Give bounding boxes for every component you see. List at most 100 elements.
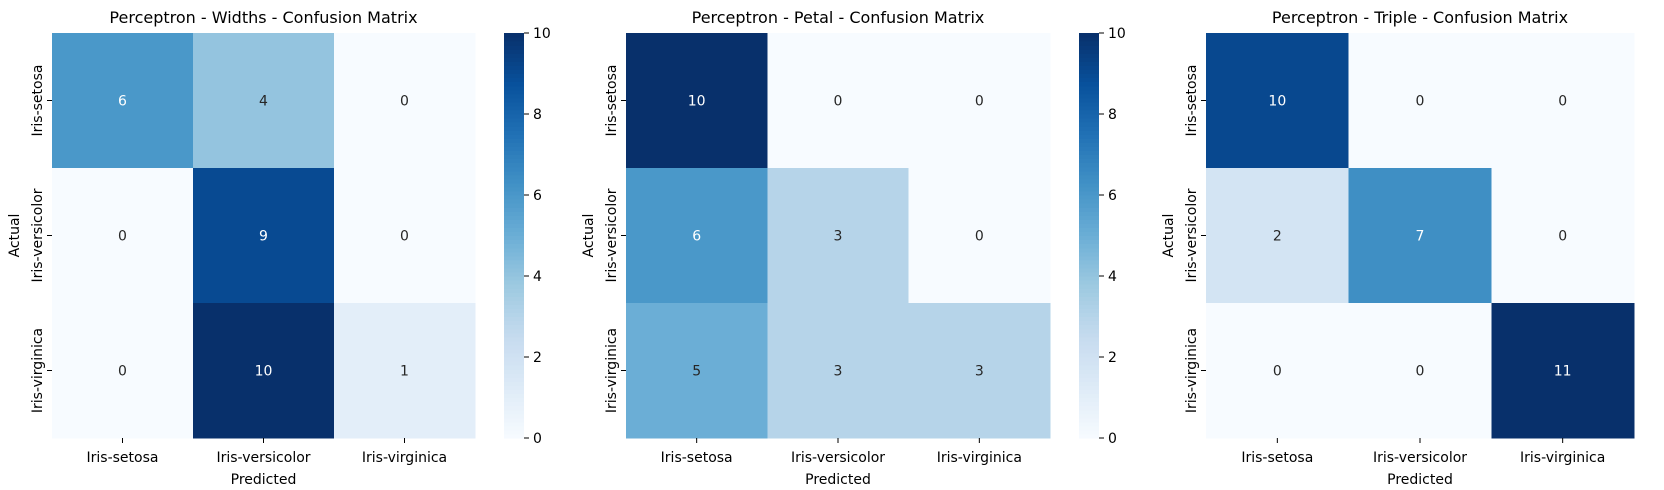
colorbar-segment bbox=[504, 239, 524, 245]
x-axis-label: Predicted bbox=[231, 472, 297, 488]
colorbar-segment bbox=[1079, 373, 1099, 378]
colorbar-segment bbox=[1079, 174, 1099, 180]
colorbar-segment bbox=[504, 158, 524, 164]
cell-value-label: 10 bbox=[255, 364, 273, 380]
colorbar-segment bbox=[1079, 320, 1099, 326]
colorbar-segment bbox=[1079, 134, 1099, 139]
colorbar-segment bbox=[504, 203, 524, 208]
colorbar-segment bbox=[504, 73, 524, 79]
heatmap-cell bbox=[626, 33, 768, 169]
colorbar-segment bbox=[1079, 178, 1099, 184]
cell-value-label: 2 bbox=[1273, 229, 1282, 245]
colorbar-segment bbox=[504, 154, 524, 160]
colorbar-segment bbox=[1079, 77, 1099, 83]
cell-value-label: 3 bbox=[975, 364, 984, 380]
cell-value-label: 5 bbox=[692, 364, 701, 380]
colorbar-segment bbox=[1079, 211, 1099, 216]
colorbar-segment bbox=[1079, 170, 1099, 176]
colorbar-segment bbox=[504, 393, 524, 399]
colorbar-segment bbox=[504, 312, 524, 318]
colorbar-segment bbox=[504, 292, 524, 297]
colorbar-segment bbox=[1079, 344, 1099, 350]
colorbar-segment bbox=[504, 397, 524, 403]
colorbar-segment bbox=[504, 389, 524, 395]
cell-value-label: 0 bbox=[975, 94, 984, 110]
colorbar-segment bbox=[1079, 276, 1099, 281]
heatmap-cell bbox=[193, 168, 335, 304]
colorbar-segment bbox=[504, 336, 524, 342]
colorbar-tick-label: 0 bbox=[1108, 431, 1117, 447]
colorbar-segment bbox=[1079, 195, 1099, 200]
x-axis-label: Predicted bbox=[1387, 472, 1453, 488]
colorbar-tick-label: 0 bbox=[533, 431, 542, 447]
cell-value-label: 0 bbox=[118, 364, 127, 380]
colorbar-segment bbox=[1079, 393, 1099, 399]
colorbar-segment bbox=[1079, 158, 1099, 164]
colorbar-segment bbox=[504, 243, 524, 249]
colorbar-segment bbox=[1079, 122, 1099, 127]
y-tick-label: Iris-virginica bbox=[604, 328, 620, 413]
colorbar-segment bbox=[504, 361, 524, 366]
colorbar-segment bbox=[1079, 114, 1099, 119]
colorbar-segment bbox=[1079, 417, 1099, 423]
colorbar-segment bbox=[1079, 324, 1099, 330]
colorbar-segment bbox=[1079, 348, 1099, 354]
colorbar-segment bbox=[504, 409, 524, 415]
colorbar-segment bbox=[1079, 271, 1099, 277]
colorbar-segment bbox=[504, 114, 524, 119]
colorbar-segment bbox=[1079, 57, 1099, 62]
colorbar-segment bbox=[504, 247, 524, 253]
colorbar-segment bbox=[1079, 308, 1099, 314]
colorbar-tick-label: 4 bbox=[533, 269, 542, 285]
colorbar-segment bbox=[504, 207, 524, 212]
heatmap-cell bbox=[1491, 303, 1635, 439]
colorbar-tick-label: 2 bbox=[1108, 350, 1117, 366]
heatmap-cell bbox=[334, 168, 476, 304]
colorbar-segment bbox=[504, 142, 524, 147]
colorbar-segment bbox=[504, 304, 524, 309]
colorbar-segment bbox=[504, 61, 524, 66]
heatmap-cell bbox=[1348, 168, 1492, 304]
colorbar-segment bbox=[504, 296, 524, 301]
colorbar-segment bbox=[1079, 243, 1099, 249]
colorbar-tick-label: 4 bbox=[1108, 269, 1117, 285]
colorbar-segment bbox=[504, 134, 524, 139]
colorbar-segment bbox=[1079, 89, 1099, 95]
colorbar-segment bbox=[504, 81, 524, 87]
colorbar-segment bbox=[1079, 49, 1099, 54]
colorbar-segment bbox=[504, 417, 524, 423]
cell-value-label: 10 bbox=[1268, 94, 1286, 110]
colorbar-segment bbox=[1079, 33, 1099, 38]
colorbar-segment bbox=[1079, 401, 1099, 407]
colorbar-segment bbox=[1079, 304, 1099, 309]
colorbar-segment bbox=[504, 77, 524, 83]
heatmap-cell bbox=[334, 33, 476, 169]
colorbar-segment bbox=[1079, 413, 1099, 419]
colorbar-segment bbox=[1079, 288, 1099, 293]
colorbar-segment bbox=[504, 190, 524, 196]
x-tick-label: Iris-versicolor bbox=[216, 450, 310, 466]
colorbar-segment bbox=[1079, 389, 1099, 395]
heatmap-cell bbox=[1491, 168, 1635, 304]
y-tick-label: Iris-versicolor bbox=[604, 188, 620, 282]
colorbar-segment bbox=[504, 109, 524, 115]
colorbar-segment bbox=[1079, 425, 1099, 431]
colorbar-segment bbox=[504, 41, 524, 46]
colorbar-segment bbox=[1079, 421, 1099, 427]
colorbar-segment bbox=[504, 170, 524, 176]
colorbar-segment bbox=[1079, 85, 1099, 91]
cell-value-label: 7 bbox=[1416, 229, 1425, 245]
colorbar-segment bbox=[1079, 381, 1099, 386]
colorbar-segment bbox=[504, 421, 524, 427]
colorbar-segment bbox=[504, 89, 524, 95]
y-tick-label: Iris-versicolor bbox=[1184, 188, 1200, 282]
colorbar-segment bbox=[504, 413, 524, 419]
colorbar-segment bbox=[1079, 352, 1099, 358]
heatmap-cell bbox=[1206, 303, 1350, 439]
colorbar-segment bbox=[504, 219, 524, 224]
colorbar-segment bbox=[1079, 93, 1099, 99]
colorbar-segment bbox=[1079, 207, 1099, 212]
heatmap-cell bbox=[52, 33, 194, 169]
x-tick-label: Iris-virginica bbox=[937, 450, 1022, 466]
